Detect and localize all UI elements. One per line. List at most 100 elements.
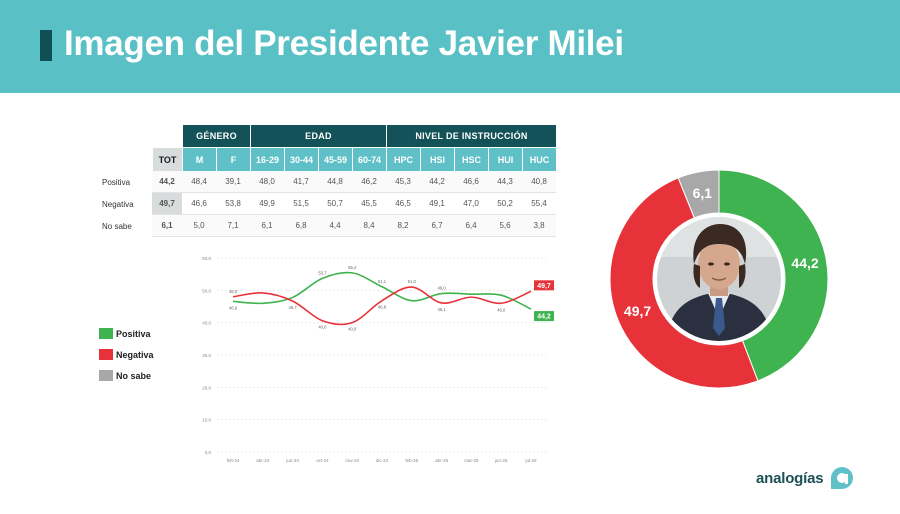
table-cell: 46,5 xyxy=(386,193,420,215)
header-banner: Imagen del Presidente Javier Milei xyxy=(0,0,900,93)
president-portrait xyxy=(657,217,781,341)
legend-label: Positiva xyxy=(116,328,151,339)
column-header: HUI xyxy=(488,147,522,171)
column-header: 30-44 xyxy=(284,147,318,171)
end-label: 49,7 xyxy=(537,283,551,290)
table-cell: 3,8 xyxy=(522,215,556,237)
point-label: 55,4 xyxy=(348,265,357,270)
point-label: 40,0 xyxy=(348,327,357,332)
table-cell: 49,9 xyxy=(250,193,284,215)
group-header-nivel: NIVEL DE INSTRUCCIÓN xyxy=(386,125,556,147)
row-label: No sabe xyxy=(102,221,132,231)
table-cell: 46,6 xyxy=(454,171,488,193)
table-cell: 8,2 xyxy=(386,215,420,237)
donut-chart: 44,2 49,7 6,1 xyxy=(609,169,829,389)
point-label: 53,7 xyxy=(318,270,327,275)
table-cell: 45,5 xyxy=(352,193,386,215)
table-cell: 6,4 xyxy=(454,215,488,237)
table-cell: 4,4 xyxy=(318,215,352,237)
x-tick-label: abr-25 xyxy=(435,458,449,463)
table-cell: 6,8 xyxy=(284,215,318,237)
series-line-positiva xyxy=(232,271,532,310)
table-cell: 44,3 xyxy=(488,171,522,193)
table-cell: 5,6 xyxy=(488,215,522,237)
table-cell: 48,0 xyxy=(250,171,284,193)
legend-swatch xyxy=(99,328,113,339)
point-label: 46,8 xyxy=(378,305,387,310)
line-chart: 60,0 50,0 40,0 30,0 20,0 10,0 0,0 feb-24 abr-24 j… xyxy=(202,256,554,463)
y-tick-label: 60,0 xyxy=(202,256,211,261)
table-row: Negativa 49,7 46,6 53,8 49,9 51,5 50,7 4… xyxy=(88,193,556,215)
legend-swatch xyxy=(99,349,113,360)
x-tick-label: oct-24 xyxy=(316,458,329,463)
chart-legend: Positiva Negativa No sabe xyxy=(99,323,154,386)
table-cell: 44,2 xyxy=(420,171,454,193)
x-tick-label: feb-24 xyxy=(227,458,240,463)
donut-slice-no-sabe xyxy=(677,169,720,219)
page-title: Imagen del Presidente Javier Milei xyxy=(64,24,624,63)
table-cell: 51,5 xyxy=(284,193,318,215)
logo-mark-icon xyxy=(831,467,854,489)
legend-label: Negativa xyxy=(116,349,154,360)
table-cell: 48,4 xyxy=(182,171,216,193)
table-cell: 49,7 xyxy=(152,193,182,215)
column-header-tot: TOT xyxy=(152,147,182,171)
end-label-box-negativa xyxy=(534,280,554,291)
point-label: 46,1 xyxy=(438,307,447,312)
donut-slice-positiva xyxy=(718,169,829,382)
table-cell: 46,2 xyxy=(352,171,386,193)
column-header: HPC xyxy=(386,147,420,171)
table-cell: 7,1 xyxy=(216,215,250,237)
table-cell: 55,4 xyxy=(522,193,556,215)
row-label: Positiva xyxy=(102,177,131,187)
legend-item-positiva: Positiva xyxy=(99,323,154,344)
point-label: 48,0 xyxy=(229,289,238,294)
column-header: HUC xyxy=(522,147,556,171)
logo-text: analogías xyxy=(756,469,824,487)
table-cell: 6,7 xyxy=(420,215,454,237)
point-label: 46,6 xyxy=(229,305,238,310)
legend-item-no-sabe: No sabe xyxy=(99,365,154,386)
point-label: 40,6 xyxy=(318,325,327,330)
table-cell: 41,7 xyxy=(284,171,318,193)
table-cell: 8,4 xyxy=(352,215,386,237)
donut-label: 6,1 xyxy=(693,185,713,201)
table-cell: 39,1 xyxy=(216,171,250,193)
point-label: 51,0 xyxy=(408,279,417,284)
table-row: Positiva 44,2 48,4 39,1 48,0 41,7 44,8 4… xyxy=(88,171,556,193)
x-tick-label: jun-25 xyxy=(494,458,508,463)
table-cell: 5,0 xyxy=(182,215,216,237)
x-tick-label: jul-25 xyxy=(524,458,537,463)
table-corner-2 xyxy=(88,147,152,171)
end-label: 44,2 xyxy=(537,314,551,321)
table-cell: 46,6 xyxy=(182,193,216,215)
column-header: M xyxy=(182,147,216,171)
legend-swatch xyxy=(99,370,113,381)
table-cell: 44,2 xyxy=(152,171,182,193)
x-tick-label: feb-25 xyxy=(405,458,418,463)
point-label: 46,7 xyxy=(289,305,298,310)
row-label: Negativa xyxy=(102,199,134,209)
y-tick-label: 0,0 xyxy=(205,450,212,455)
table-cell: 47,0 xyxy=(454,193,488,215)
point-label: 51,1 xyxy=(378,279,387,284)
results-table: GÉNERO EDAD NIVEL DE INSTRUCCIÓN TOT M F… xyxy=(88,125,556,237)
x-tick-label: nov-24 xyxy=(345,458,359,463)
column-header: 45-59 xyxy=(318,147,352,171)
x-tick-label: abr-24 xyxy=(256,458,270,463)
table-cell: 6,1 xyxy=(250,215,284,237)
table-cell: 6,1 xyxy=(152,215,182,237)
table-cell: 44,8 xyxy=(318,171,352,193)
column-header: 60-74 xyxy=(352,147,386,171)
point-label: 49,0 xyxy=(438,286,447,291)
table-corner xyxy=(88,125,152,147)
table-cell: 53,8 xyxy=(216,193,250,215)
x-tick-label: jun-24 xyxy=(285,458,299,463)
end-label-box-positiva xyxy=(534,311,554,322)
donut-label: 49,7 xyxy=(624,303,651,319)
legend-item-negativa: Negativa xyxy=(99,344,154,365)
column-header: F xyxy=(216,147,250,171)
column-header: HSI xyxy=(420,147,454,171)
column-header: HSC xyxy=(454,147,488,171)
series-line-negativa xyxy=(232,286,532,326)
